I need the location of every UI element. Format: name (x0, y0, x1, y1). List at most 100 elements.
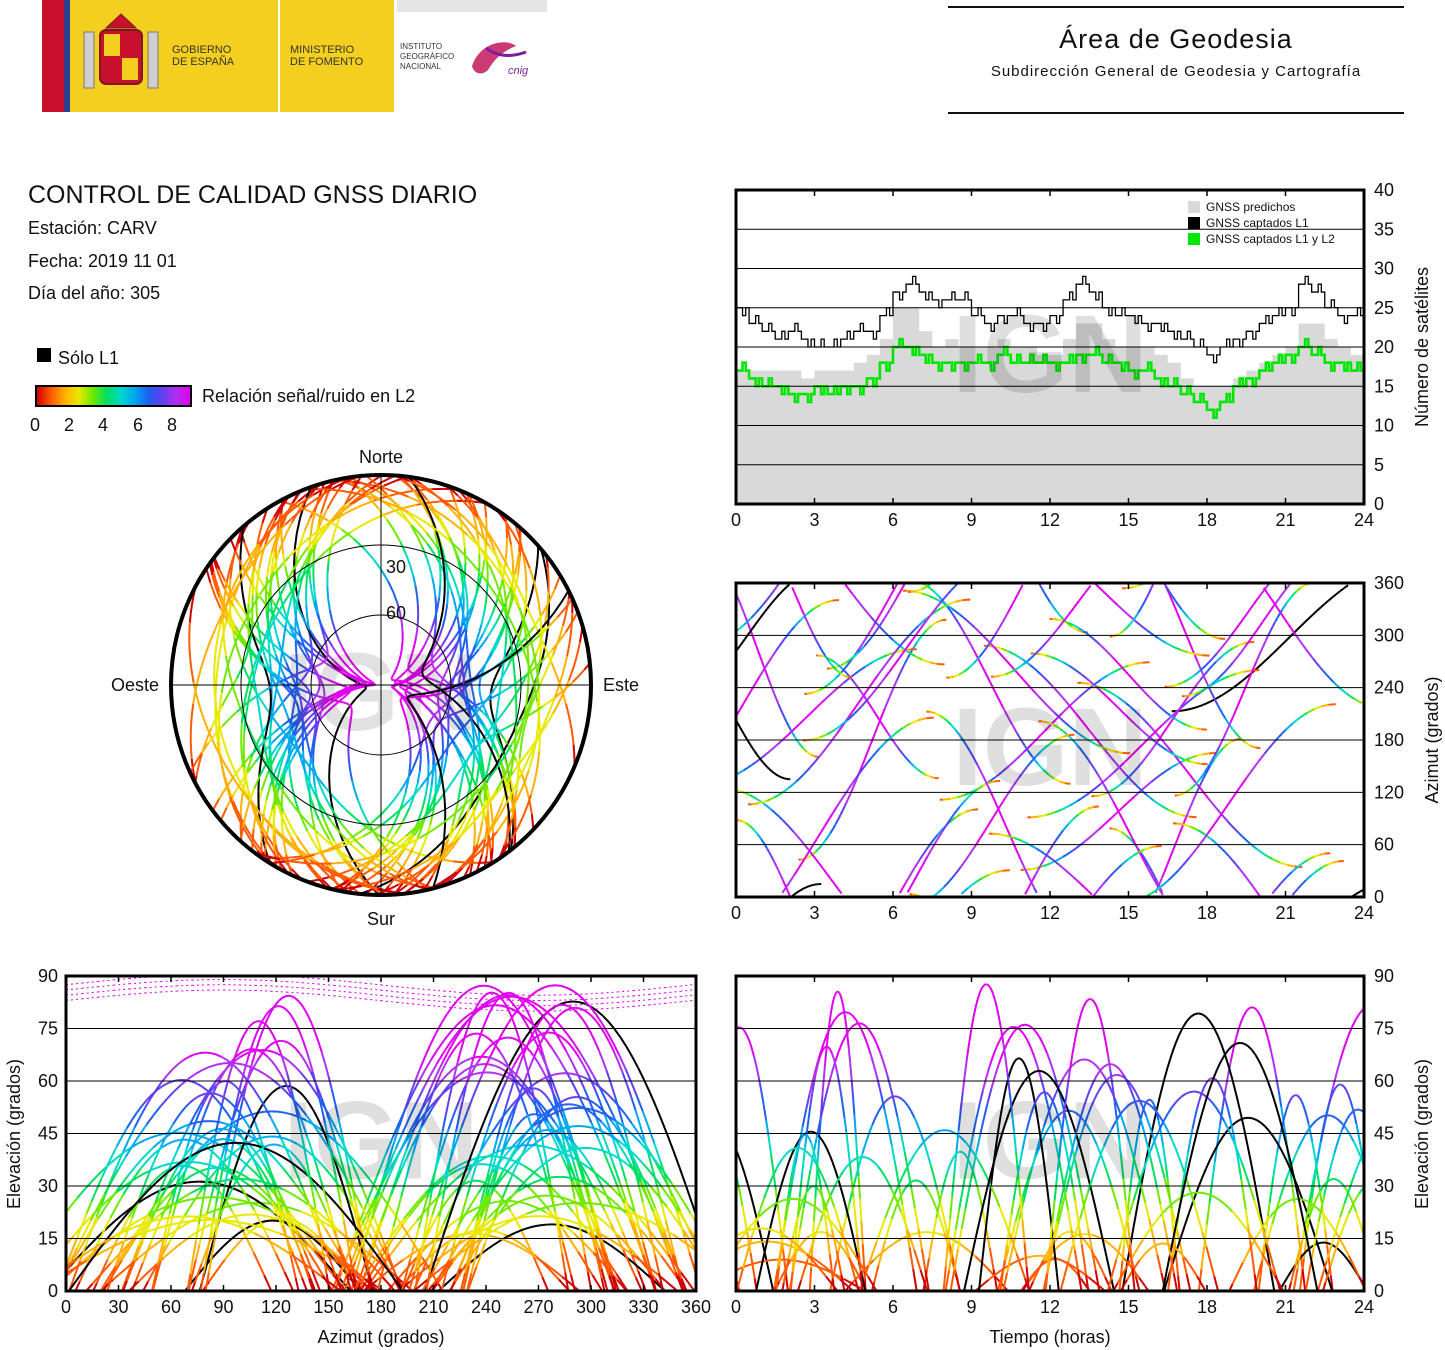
azimuth-track (1243, 644, 1248, 649)
azimuth-track (943, 603, 949, 608)
elevation-track (587, 1220, 595, 1235)
azimuth-track (1243, 683, 1249, 690)
azimuth-track (1163, 726, 1169, 732)
azimuth-track (785, 823, 791, 829)
azimuth-track (791, 780, 797, 786)
azimuth-track (1075, 845, 1080, 850)
azimuth-track (907, 872, 913, 879)
elevation-track (424, 1043, 432, 1057)
elevation-track (448, 1193, 454, 1199)
elevation-track (476, 1216, 482, 1229)
elevation-track (162, 1195, 169, 1202)
azimuth-track (1096, 794, 1100, 797)
elevation-track (193, 1095, 199, 1101)
azimuth-track (1193, 655, 1199, 662)
elevation-track (394, 1164, 402, 1183)
azimuth-track (1002, 707, 1008, 714)
azimuth-track (1135, 620, 1141, 626)
y-tick-label: 5 (1374, 455, 1384, 475)
azimuth-track (990, 815, 995, 821)
azimuth-track (963, 792, 969, 797)
elevation-track (373, 1242, 381, 1254)
azimuth-track (777, 642, 783, 648)
azimuth-track (1112, 787, 1117, 791)
elevation-track (264, 1095, 270, 1102)
azimuth-track (816, 702, 822, 708)
elevation-track (567, 1000, 574, 1004)
azimuth-track (1183, 708, 1188, 712)
azimuth-track (822, 868, 828, 875)
azimuth-track (1040, 747, 1045, 752)
azimuth-track (1192, 754, 1197, 758)
azimuth-track (686, 698, 688, 699)
azimuth-track (1173, 709, 1179, 715)
azimuth-track (742, 612, 747, 619)
azimuth-track (1202, 687, 1207, 691)
azimuth-track (895, 657, 901, 664)
elevation-track (669, 1237, 676, 1256)
azimuth-track (1127, 716, 1132, 722)
azimuth-track (1276, 644, 1283, 650)
elevation-track (594, 1214, 602, 1235)
azimuth-track (746, 691, 751, 699)
elevation-track (342, 1219, 348, 1238)
elevation-track (592, 1234, 600, 1249)
azimuth-track (1150, 731, 1156, 737)
azimuth-track (1090, 636, 1095, 641)
elevation-track (237, 1202, 245, 1206)
elevation-track (209, 1181, 217, 1186)
azimuth-track (1300, 621, 1306, 627)
azimuth-track (1007, 717, 1013, 724)
elevation-track (521, 1215, 528, 1219)
azimuth-track (808, 752, 812, 756)
azimuth-track (933, 590, 938, 595)
elevation-track (29, 1283, 35, 1291)
azimuth-track (1383, 880, 1387, 881)
elevation-track (515, 1220, 521, 1227)
elevation-track (199, 1095, 207, 1106)
x-tick-label: 24 (1354, 903, 1374, 923)
azimuth-track (933, 662, 938, 665)
elevation-track (247, 1194, 255, 1200)
azimuth-track (1083, 808, 1087, 812)
azimuth-track (837, 664, 842, 668)
elevation-track (120, 1245, 129, 1258)
azimuth-track (937, 888, 942, 893)
azimuth-track (809, 608, 815, 613)
azimuth-track (1106, 689, 1112, 694)
azimuth-track (1185, 789, 1190, 793)
elevation-track (547, 1073, 553, 1088)
azimuth-track (811, 853, 817, 860)
azimuth-track (1321, 704, 1326, 708)
elevation-track (324, 1123, 330, 1139)
azimuth-track (1082, 721, 1088, 728)
azimuth-track (1319, 603, 1326, 609)
azimuth-track (936, 598, 942, 603)
azimuth-track (1076, 797, 1082, 802)
azimuth-track (939, 714, 944, 719)
elevation-track (612, 1164, 621, 1183)
azimuth-track (1043, 769, 1048, 774)
azimuth-track (1311, 657, 1317, 663)
snr-colorbar (35, 385, 192, 407)
elevation-track (217, 1106, 223, 1120)
azimuth-track (1271, 889, 1276, 895)
azimuth-track (785, 721, 790, 727)
elevation-track (613, 1094, 620, 1109)
elevation-track (504, 1094, 511, 1109)
azimuth-track (1010, 722, 1016, 729)
elevation-track (594, 1246, 600, 1259)
azimuth-track (1124, 670, 1129, 675)
azimuth-track (860, 701, 866, 707)
azimuth-track (1075, 713, 1081, 719)
azimuth-track (1278, 594, 1283, 600)
azimuth-track (1103, 674, 1109, 679)
azimuth-track (1114, 694, 1120, 699)
azimuth-track (1188, 787, 1192, 792)
azimuth-track (1183, 650, 1188, 654)
azimuth-track (749, 825, 753, 829)
elevation-track (100, 1226, 107, 1236)
azimuth-track (1153, 776, 1158, 781)
elevation-track (496, 1142, 501, 1153)
elevation-track (551, 1081, 559, 1097)
